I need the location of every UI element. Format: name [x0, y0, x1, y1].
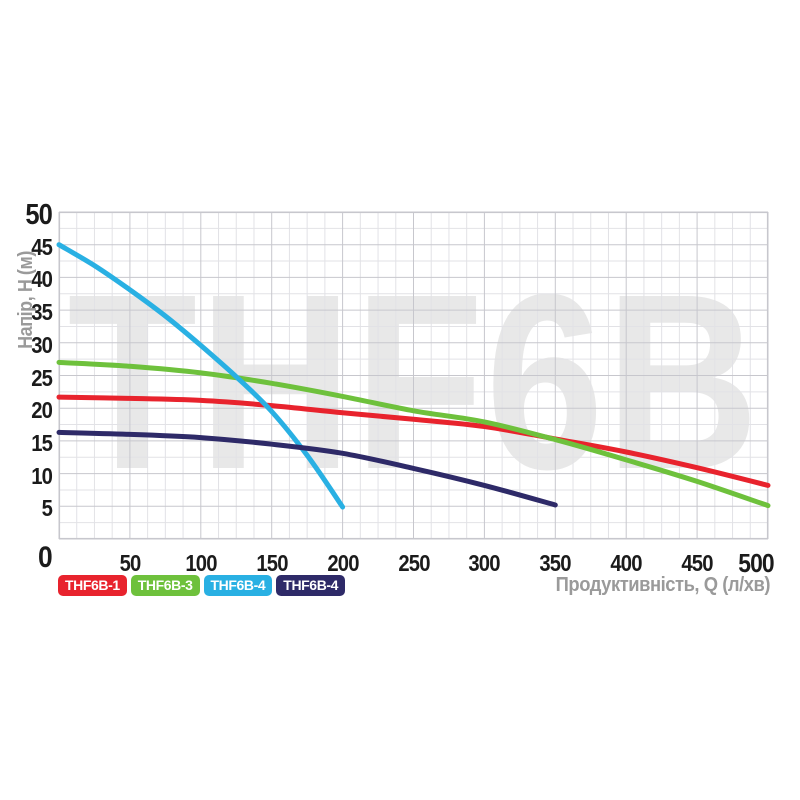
- x-tick-label-450: 450: [681, 550, 714, 576]
- x-tick-label-200: 200: [327, 550, 359, 576]
- x-tick-label-400: 400: [610, 550, 643, 576]
- x-tick-label-150: 150: [256, 550, 288, 576]
- y-tick-label-30: 30: [31, 331, 53, 358]
- legend-item-thf6b-1-0: THF6B-1: [58, 575, 127, 596]
- y-tick-label-35: 35: [31, 299, 53, 326]
- y-axis-title: Напір, H (м): [15, 251, 37, 349]
- x-axis-title: Продуктивність, Q (л/хв): [555, 574, 771, 596]
- curve-thf6b-4-2: [56, 242, 346, 510]
- legend: THF6B-1 THF6B-3 THF6B-4 THF6B-4: [58, 575, 346, 596]
- y-tick-label-50: 50: [25, 199, 53, 231]
- plot-canvas: [56, 211, 771, 540]
- x-tick-label-500: 500: [738, 548, 774, 578]
- y-tick-label-15: 15: [31, 429, 53, 456]
- plot-area: THF6B: [56, 211, 771, 540]
- legend-item-thf6b-3-1: THF6B-3: [130, 575, 200, 596]
- y-tick-label-10: 10: [31, 462, 53, 489]
- legend-item-thf6b-4-2: THF6B-4: [203, 575, 273, 596]
- x-tick-label-350: 350: [539, 550, 572, 576]
- x-tick-label-50: 50: [119, 550, 142, 576]
- y-tick-label-5: 5: [41, 495, 53, 522]
- y-tick-label-45: 45: [31, 233, 53, 260]
- x-tick-label-100: 100: [185, 550, 217, 576]
- x-tick-label-250: 250: [397, 550, 430, 576]
- y-tick-label-40: 40: [31, 266, 53, 293]
- x-tick-label-300: 300: [468, 550, 501, 576]
- origin-tick-label: 0: [38, 541, 53, 574]
- curve-thf6b-1-0: [56, 394, 771, 488]
- y-tick-label-25: 25: [31, 364, 53, 391]
- curve-thf6b-3-1: [56, 359, 771, 509]
- curve-thf6b-4-3: [56, 429, 558, 508]
- legend-item-thf6b-4-3: THF6B-4: [276, 575, 346, 596]
- plot-border: [58, 211, 769, 540]
- y-tick-label-20: 20: [31, 397, 53, 424]
